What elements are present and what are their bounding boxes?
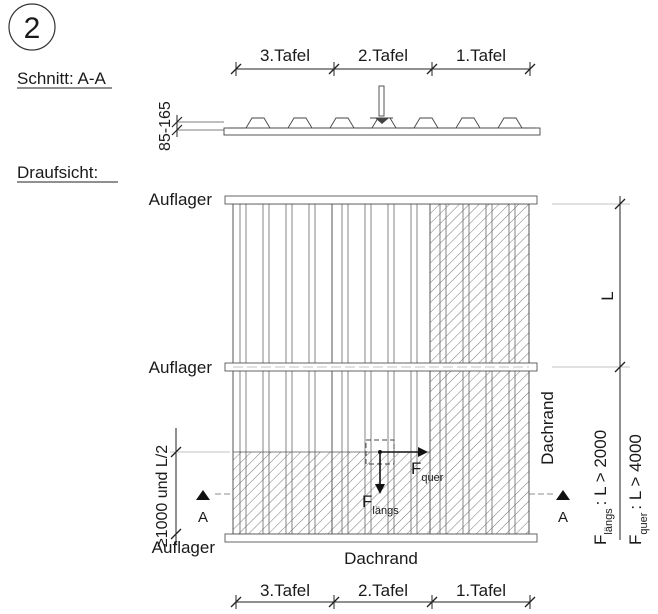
panel-dimensions-top: 3.Tafel 2.Tafel 1.Tafel [230, 46, 536, 76]
force-transverse-arrowhead [418, 447, 428, 457]
panel-dimensions-bottom: 3.Tafel 2.Tafel 1.Tafel [230, 581, 536, 609]
support-label-top: Auflager [149, 190, 213, 209]
support-label-bottom: Auflager [152, 538, 216, 557]
eave-label-side: Dachrand [538, 391, 557, 465]
section-view: 85-165 [157, 85, 541, 151]
section-marker-left: A [196, 490, 233, 526]
plan-view [224, 195, 538, 543]
panel-label-top-1: 1.Tafel [456, 46, 506, 65]
panel-label-bottom-2: 2.Tafel [358, 581, 408, 600]
force-longitudinal-arrowhead [375, 484, 385, 494]
panel-label-top-2: 2.Tafel [358, 46, 408, 65]
step-number: 2 [24, 12, 41, 45]
span-dimension: L [552, 196, 630, 540]
plan-label: Draufsicht: [17, 163, 98, 182]
support-bottom [224, 533, 538, 543]
force-condition-longitudinal: Flängs: L > 2000 [591, 430, 615, 545]
section-marker-left-label: A [198, 509, 208, 526]
step-badge: 2 [8, 3, 56, 51]
force-longitudinal-label: Flängs [362, 492, 399, 517]
section-marker-right-label: A [558, 509, 568, 526]
support-top [224, 195, 538, 205]
force-arrows [375, 447, 428, 494]
section-marker-right: A [529, 490, 570, 526]
support-label-middle: Auflager [149, 358, 213, 377]
force-transverse-label: Fquer [411, 459, 444, 484]
force-condition-transverse: Fquer: L > 4000 [626, 434, 650, 545]
panel-label-bottom-3: 3.Tafel [260, 581, 310, 600]
edge-zone-dimension: ≥1000 und L/2 [154, 428, 230, 547]
panel-label-top-3: 3.Tafel [260, 46, 310, 65]
section-height-dimension: 85-165 [157, 101, 174, 151]
eave-label-bottom: Dachrand [344, 549, 418, 568]
panel-label-bottom-1: 1.Tafel [456, 581, 506, 600]
span-label: L [598, 291, 617, 300]
edge-zone-label: ≥1000 und L/2 [154, 445, 171, 547]
section-label: Schnitt: A-A [17, 69, 106, 88]
